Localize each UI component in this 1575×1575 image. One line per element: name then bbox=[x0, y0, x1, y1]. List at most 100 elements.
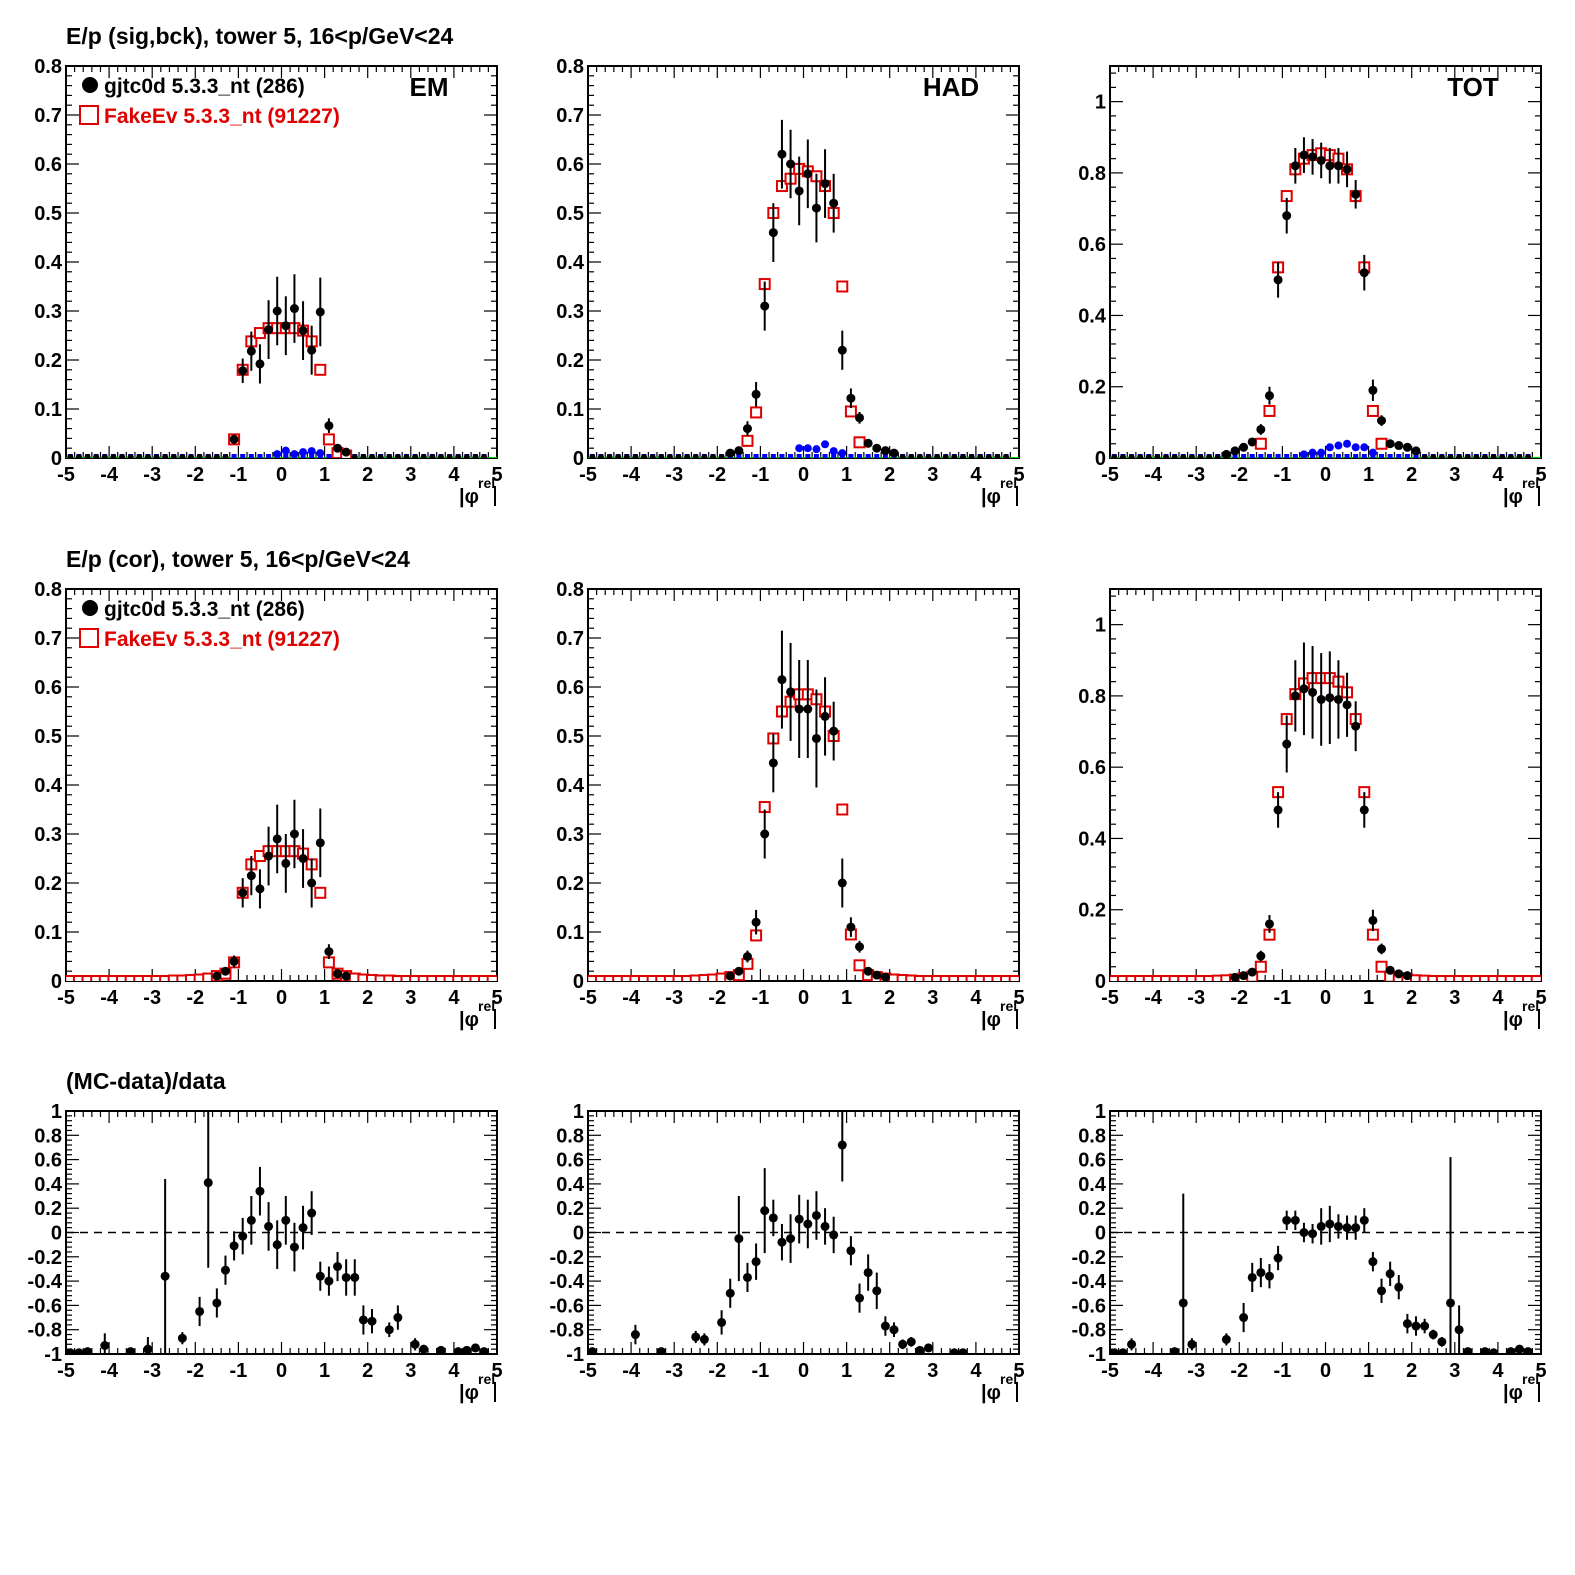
mc-point bbox=[1470, 975, 1483, 981]
data-point bbox=[1402, 442, 1412, 452]
data-point bbox=[1385, 439, 1395, 449]
x-tick-label: 2 bbox=[1406, 987, 1417, 1009]
x-axis-title: |φ bbox=[981, 486, 1001, 508]
mc-point bbox=[434, 975, 447, 981]
mc-point bbox=[913, 975, 926, 981]
data-point bbox=[1325, 161, 1335, 171]
mc-point bbox=[1160, 975, 1173, 981]
data-point bbox=[470, 1343, 480, 1353]
x-tick-label: 5 bbox=[491, 464, 502, 486]
data-point bbox=[453, 1347, 463, 1354]
mc-point bbox=[1177, 975, 1190, 981]
data-point bbox=[958, 1348, 968, 1354]
mc-point bbox=[141, 975, 154, 981]
y-tick-label: 1 bbox=[51, 1101, 62, 1123]
data-point bbox=[889, 448, 899, 458]
data-point-flat bbox=[615, 454, 622, 458]
data-point bbox=[1247, 1272, 1257, 1282]
data-point bbox=[281, 321, 291, 331]
data-point bbox=[742, 1272, 752, 1282]
x-axis-title: |φ bbox=[459, 1009, 479, 1031]
blue-point bbox=[1299, 450, 1308, 458]
mc-point bbox=[965, 975, 978, 981]
data-point-flat bbox=[701, 454, 708, 458]
data-point bbox=[786, 1234, 796, 1244]
data-point-flat bbox=[162, 454, 169, 458]
y-tick-label: 0.8 bbox=[556, 579, 584, 601]
y-tick-label: 0.5 bbox=[34, 726, 62, 748]
data-point bbox=[1402, 1319, 1412, 1329]
x-tick-label: -5 bbox=[1101, 1360, 1119, 1382]
y-tick-label: -1 bbox=[566, 1344, 584, 1366]
x-tick-label: 5 bbox=[1535, 464, 1546, 486]
data-point bbox=[1463, 1347, 1473, 1354]
plot-area bbox=[1110, 642, 1541, 981]
x-axis-title-sup: rel bbox=[1000, 1371, 1017, 1387]
y-tick-label: 0.8 bbox=[1078, 163, 1106, 185]
data-point-flat bbox=[597, 454, 604, 458]
y-tick-label: 0.6 bbox=[1078, 1150, 1106, 1172]
x-tick-label: 4 bbox=[1492, 987, 1504, 1009]
data-point bbox=[1273, 1253, 1283, 1263]
data-point bbox=[742, 424, 752, 434]
mc-point bbox=[853, 959, 866, 972]
plot-area bbox=[588, 630, 1019, 981]
data-point bbox=[734, 966, 744, 976]
panel-label: HAD bbox=[923, 72, 979, 102]
data-point bbox=[212, 1298, 222, 1308]
data-point bbox=[734, 446, 744, 456]
x-tick-label: 0 bbox=[276, 1360, 287, 1382]
blue-marker bbox=[1284, 454, 1290, 458]
data-point-flat bbox=[1507, 454, 1514, 458]
data-point bbox=[811, 203, 821, 213]
blue-marker bbox=[857, 454, 863, 458]
x-tick-label: -2 bbox=[708, 987, 726, 1009]
mc-point bbox=[750, 406, 763, 419]
data-point-flat bbox=[110, 454, 117, 458]
y-tick-label: 0 bbox=[51, 1223, 62, 1245]
x-tick-label: 5 bbox=[1013, 987, 1024, 1009]
x-tick-label: 4 bbox=[1492, 464, 1504, 486]
y-tick-label: 0.3 bbox=[34, 824, 62, 846]
data-point bbox=[1506, 1347, 1516, 1354]
data-point bbox=[1239, 1313, 1249, 1323]
y-tick-label: 0 bbox=[1095, 448, 1106, 470]
data-point bbox=[768, 228, 778, 238]
data-point bbox=[820, 711, 830, 721]
data-point bbox=[255, 1186, 265, 1196]
legend-data-label: gjtc0d 5.3.3_nt (286) bbox=[104, 598, 305, 621]
y-tick-label: 0.4 bbox=[34, 252, 63, 274]
y-tick-label: 0.6 bbox=[556, 677, 584, 699]
blue-marker bbox=[1258, 454, 1264, 458]
x-tick-label: -4 bbox=[622, 987, 641, 1009]
mc-point bbox=[681, 975, 694, 981]
data-point bbox=[872, 1286, 882, 1296]
blue-marker bbox=[1344, 454, 1350, 458]
x-tick-label: -5 bbox=[1101, 464, 1119, 486]
y-tick-label: 0 bbox=[573, 1223, 584, 1245]
mc-point bbox=[107, 975, 120, 981]
y-tick-label: 0.2 bbox=[556, 873, 584, 895]
plot-frame bbox=[1109, 588, 1542, 982]
data-point bbox=[1316, 1221, 1326, 1231]
x-tick-label: 5 bbox=[1535, 1360, 1546, 1382]
x-tick-label: 3 bbox=[1449, 464, 1460, 486]
data-point bbox=[419, 1344, 429, 1354]
y-tick-label: 0 bbox=[573, 448, 584, 470]
blue-point bbox=[307, 447, 316, 456]
y-tick-label: 0.2 bbox=[34, 1198, 62, 1220]
y-tick-label: 0.2 bbox=[1078, 377, 1106, 399]
data-point bbox=[1368, 385, 1378, 395]
x-tick-label: 5 bbox=[491, 1360, 502, 1382]
data-point bbox=[768, 1213, 778, 1223]
y-tick-label: 0 bbox=[51, 448, 62, 470]
data-point bbox=[479, 1347, 489, 1354]
data-point bbox=[289, 829, 299, 839]
x-tick-label: 1 bbox=[1363, 1360, 1374, 1382]
mc-point bbox=[1366, 928, 1379, 941]
blue-point bbox=[795, 444, 804, 453]
x-tick-label: -4 bbox=[100, 464, 119, 486]
mc-point bbox=[1254, 437, 1267, 450]
mc-point bbox=[1263, 404, 1276, 417]
mc-point bbox=[1366, 404, 1379, 417]
